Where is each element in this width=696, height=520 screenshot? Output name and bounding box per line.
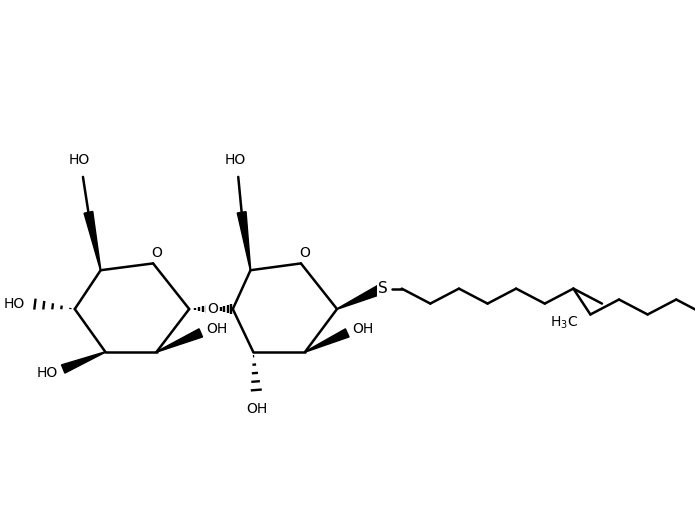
Polygon shape [305, 329, 349, 352]
Text: OH: OH [353, 322, 374, 336]
Text: H$_3$C: H$_3$C [550, 315, 578, 331]
Polygon shape [337, 285, 381, 309]
Polygon shape [157, 329, 203, 352]
Polygon shape [61, 352, 106, 373]
Text: HO: HO [3, 296, 25, 310]
Text: OH: OH [246, 402, 267, 417]
Text: O: O [207, 302, 218, 316]
Text: OH: OH [206, 322, 228, 336]
Text: HO: HO [224, 153, 246, 167]
Text: O: O [151, 246, 162, 260]
Text: S: S [378, 281, 388, 296]
Text: HO: HO [69, 153, 90, 167]
Polygon shape [237, 212, 251, 270]
Text: HO: HO [36, 366, 58, 380]
Text: O: O [299, 246, 310, 260]
Polygon shape [84, 212, 101, 270]
